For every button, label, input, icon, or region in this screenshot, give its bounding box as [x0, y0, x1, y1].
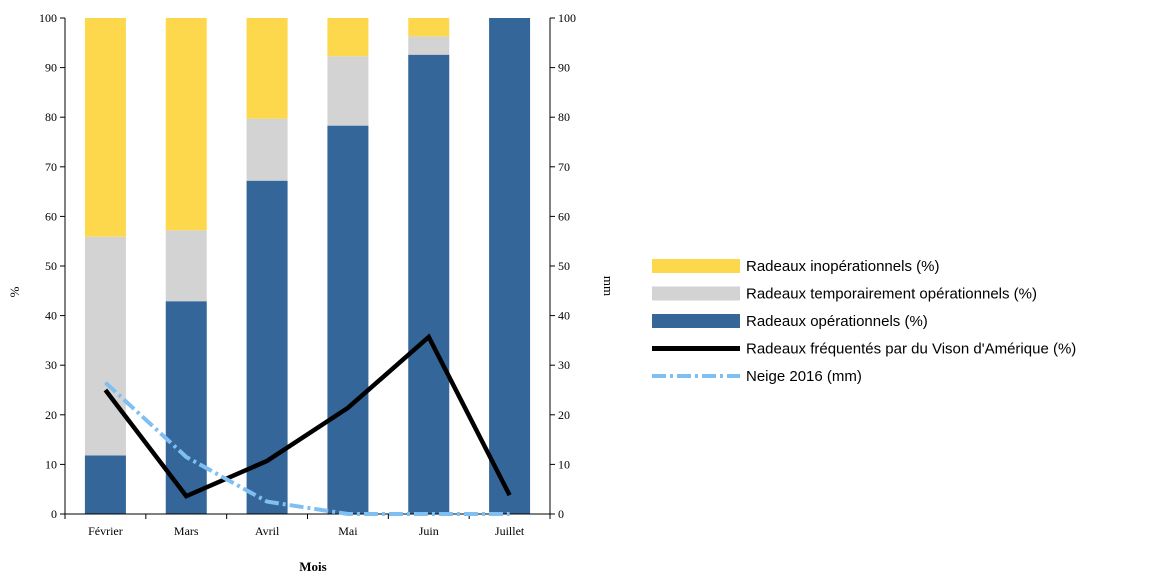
y-right-tick-label: 90: [558, 61, 570, 75]
line-neige-2016-mm: [104, 381, 510, 516]
y-right-tick-label: 30: [558, 358, 570, 372]
bar-radeaux-inoperationnels-fevrier: [84, 18, 126, 237]
bar-radeaux-operationnels-fevrier: [84, 455, 126, 514]
y-right-tick-label: 40: [558, 309, 570, 323]
y-axis-right-title: mm: [601, 276, 616, 296]
bars-layer: [84, 18, 531, 515]
y-right-tick-label: 10: [558, 457, 570, 471]
y-left-tick-label: 50: [45, 259, 57, 273]
y-right-tick-label: 80: [558, 110, 570, 124]
bar-radeaux-operationnels-mars: [165, 301, 207, 514]
y-left-tick-label: 30: [45, 358, 57, 372]
bar-radeaux-inoperationnels-mai: [327, 18, 369, 57]
y-right-tick-label: 20: [558, 408, 570, 422]
legend-label-radeaux-temporairement-operationnels: Radeaux temporairement opérationnels (%): [746, 286, 1037, 303]
legend-swatch-radeaux-inoperationnels: [652, 259, 740, 273]
bar-radeaux-operationnels-avril: [246, 180, 288, 515]
legend-label-radeaux-operationnels: Radeaux opérationnels (%): [746, 313, 928, 330]
x-tick-label-avril: Avril: [255, 524, 280, 538]
y-left-tick-label: 70: [45, 160, 57, 174]
legend-swatch-radeaux-temporairement-operationnels: [652, 286, 740, 301]
bar-radeaux-inoperationnels-juin: [408, 18, 450, 37]
y-right-tick-label: 100: [558, 11, 576, 25]
y-left-tick-label: 100: [39, 11, 57, 25]
ticks-layer: 0 0 10 10 20 20 30 30 40 40 50 50 60 60 70 70 80 80 90 90 10…: [39, 11, 576, 538]
legend-label-neige-2016-mm: Neige 2016 (mm): [746, 368, 862, 385]
y-left-tick-label: 20: [45, 408, 57, 422]
bar-radeaux-operationnels-juin: [408, 54, 450, 514]
legend-swatch-radeaux-operationnels: [652, 314, 740, 328]
bar-radeaux-temporairement-operationnels-avril: [246, 118, 288, 181]
x-tick-label-juillet: Juillet: [495, 524, 525, 538]
lines-layer: [103, 333, 512, 516]
titles-layer: % mm Mois: [7, 276, 616, 574]
y-right-tick-label: 50: [558, 259, 570, 273]
bar-radeaux-temporairement-operationnels-mars: [165, 230, 207, 302]
bar-radeaux-operationnels-mai: [327, 125, 369, 514]
y-left-tick-label: 0: [51, 507, 57, 521]
bar-radeaux-operationnels-juillet: [489, 18, 531, 514]
y-left-tick-label: 90: [45, 61, 57, 75]
x-tick-label-juin: Juin: [419, 524, 439, 538]
y-left-tick-label: 10: [45, 457, 57, 471]
x-tick-label-fevrier: Février: [88, 524, 123, 538]
y-left-tick-label: 60: [45, 209, 57, 223]
bar-radeaux-temporairement-operationnels-mai: [327, 56, 369, 126]
axes-layer: [64, 18, 551, 515]
bar-radeaux-temporairement-operationnels-juin: [408, 36, 450, 55]
y-right-tick-label: 70: [558, 160, 570, 174]
line-radeaux-frequentes-par-du-vison-d-amerique: [103, 333, 512, 499]
y-left-tick-label: 80: [45, 110, 57, 124]
bar-radeaux-inoperationnels-mars: [165, 18, 207, 231]
y-left-tick-label: 40: [45, 309, 57, 323]
legend-label-radeaux-frequentes-par-du-vison-d-amerique: Radeaux fréquentés par du Vison d'Amériq…: [746, 341, 1076, 358]
y-axis-left-title: %: [7, 286, 22, 297]
x-axis-title: Mois: [299, 559, 326, 574]
legend-label-radeaux-inoperationnels: Radeaux inopérationnels (%): [746, 258, 939, 275]
bar-radeaux-temporairement-operationnels-fevrier: [84, 236, 126, 456]
x-tick-label-mars: Mars: [174, 524, 199, 538]
legend: Radeaux inopérationnels (%) Radeaux tempo…: [652, 258, 1076, 385]
bar-radeaux-inoperationnels-avril: [246, 18, 288, 119]
y-right-tick-label: 0: [558, 507, 564, 521]
x-tick-label-mai: Mai: [338, 524, 358, 538]
y-right-tick-label: 60: [558, 209, 570, 223]
